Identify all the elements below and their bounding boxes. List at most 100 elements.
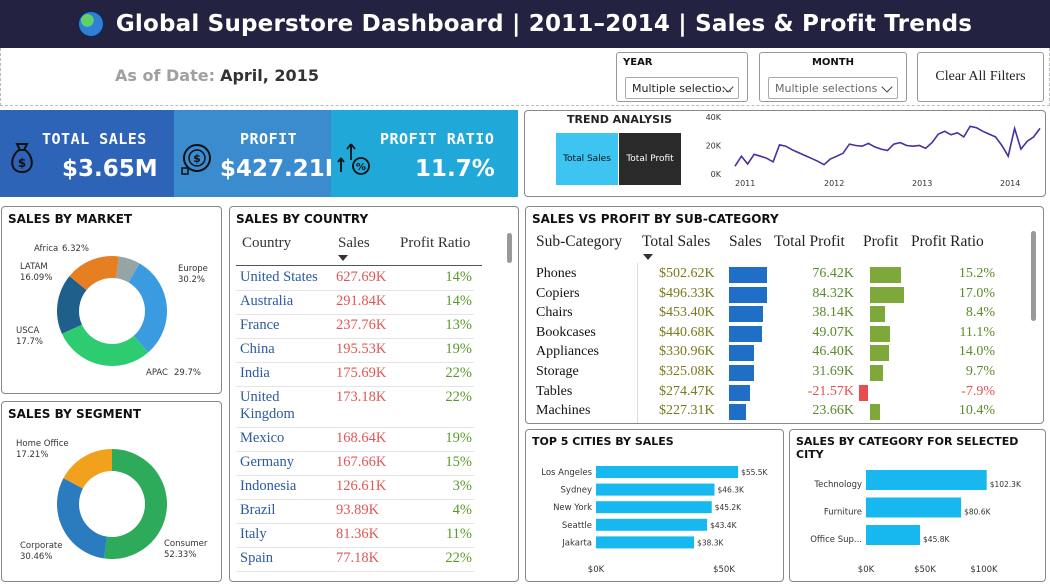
sort-desc-icon (643, 254, 653, 260)
country-profit-ratio: 19% (445, 430, 472, 446)
country-name: United Kingdom (240, 389, 295, 422)
bar-value-label: $43.4K (710, 521, 737, 530)
month-slicer-title: MONTH (811, 57, 854, 68)
subcat-sales: $330.96K (659, 344, 715, 360)
svg-text:%: % (356, 162, 366, 173)
bar-category-label: Los Angeles (541, 468, 592, 478)
donut-slice-latam (69, 256, 119, 291)
table-row[interactable]: Bookcases $440.68K 49.07K 11.1% (532, 324, 997, 344)
table-row[interactable]: Storage $325.08K 31.69K 9.7% (532, 363, 997, 383)
table-row[interactable]: Indonesia 126.61K 3% (236, 476, 474, 500)
country-name: France (240, 317, 280, 333)
subcat-profit-ratio: 10.4% (958, 403, 995, 419)
table-row[interactable]: Tables $274.47K -21.57K -7.9% (532, 383, 997, 403)
x-tick-label: $100K (970, 565, 998, 575)
year-dropdown-value: Multiple selectio... (632, 82, 732, 95)
total-profit-col-header[interactable]: Total Profit (774, 233, 845, 250)
table-row[interactable]: Germany 167.66K 15% (236, 452, 474, 476)
subcat-sales: $453.40K (659, 305, 715, 321)
bar-value-label: $55.5K (741, 468, 768, 477)
sales-bar (729, 384, 750, 401)
cities-title: TOP 5 CITIES BY SALES (532, 435, 674, 448)
subcat-profit-ratio: -7.9% (961, 383, 995, 399)
trend-line-chart: 40K 20K 0K 2011 2012 2013 2014 (706, 113, 1041, 188)
sales-col-header[interactable]: Sales (338, 235, 370, 251)
subcat-profit: 84.32K (812, 285, 854, 301)
category-panel: SALES BY CATEGORY FOR SELECTED CITY Tech… (789, 429, 1046, 582)
slice-label: Africa (34, 244, 58, 254)
x-tick-label: $0K (858, 565, 875, 575)
table-row[interactable]: Machines $227.31K 23.66K 10.4% (532, 402, 997, 422)
table-row[interactable]: China 195.53K 19% (236, 339, 474, 363)
subcat-col-header[interactable]: Sub-Category (536, 233, 623, 250)
sales-bar-col-header[interactable]: Sales (729, 233, 762, 250)
table-row[interactable]: United States 627.69K 14% (236, 267, 474, 291)
slice-percent: 17.21% (16, 450, 48, 460)
table-scrollbar[interactable] (507, 233, 512, 263)
sales-trend-line (734, 125, 1041, 167)
table-row[interactable]: United Kingdom 173.18K 22% (236, 387, 474, 428)
slice-percent: 17.7% (16, 337, 43, 347)
slice-percent: 52.33% (164, 550, 196, 560)
bar-value-label: $45.8K (923, 535, 950, 544)
country-sales: 93.89K (336, 502, 380, 518)
country-name: United States (240, 269, 318, 285)
money-bag-icon: $ (11, 143, 33, 174)
bar (596, 483, 715, 496)
header-divider (236, 265, 482, 266)
trend-analysis-panel: TREND ANALYSIS Total Sales Total Profit … (524, 110, 1046, 197)
country-profit-ratio: 4% (452, 502, 472, 518)
clear-filters-button[interactable]: Clear All Filters (917, 52, 1044, 102)
slice-percent: 30.46% (20, 552, 52, 562)
sales-bar (729, 404, 747, 421)
subcat-profit-ratio: 11.1% (959, 324, 995, 340)
table-row[interactable]: Brazil 93.89K 4% (236, 500, 474, 524)
total-profit-toggle[interactable]: Total Profit (619, 133, 681, 185)
total-sales-toggle[interactable]: Total Sales (556, 133, 618, 185)
slice-label: Consumer (164, 539, 208, 549)
profit-bar (870, 267, 901, 283)
profit-ratio-col-header[interactable]: Profit Ratio (911, 233, 984, 250)
table-row[interactable]: France 237.76K 13% (236, 315, 474, 339)
bar-category-label: New York (553, 503, 592, 513)
dashboard-header: Global Superstore Dashboard | 2011–2014 … (0, 0, 1050, 48)
sales-by-country-panel: SALES BY COUNTRY Country Sales Profit Ra… (229, 206, 519, 582)
sales-bar (729, 345, 754, 362)
country-profit-ratio: 22% (445, 365, 472, 381)
bar-category-label: Sydney (561, 486, 592, 496)
sales-bar (729, 267, 767, 283)
bar-value-label: $38.3K (697, 538, 724, 547)
country-name: Australia (240, 293, 294, 309)
table-scrollbar[interactable] (1031, 231, 1036, 321)
total-sales-col-header[interactable]: Total Sales (642, 233, 711, 250)
table-row[interactable]: Mexico 168.64K 19% (236, 428, 474, 452)
table-row[interactable]: Italy 81.36K 11% (236, 524, 474, 548)
subcat-profit: 31.69K (812, 364, 854, 379)
country-profit-ratio: 22% (445, 389, 472, 405)
bar-category-label: Office Sup... (810, 535, 862, 545)
country-profit-ratio: 3% (452, 478, 472, 494)
growth-percent-icon: % (337, 143, 370, 175)
table-row[interactable]: Australia 291.84K 14% (236, 291, 474, 315)
table-row[interactable]: Phones $502.62K 76.42K 15.2% (532, 265, 997, 285)
country-sales: 168.64K (336, 430, 387, 446)
table-row[interactable]: Chairs $453.40K 38.14K 8.4% (532, 304, 997, 324)
slice-percent: 30.2% (178, 275, 205, 285)
table-row[interactable]: Appliances $330.96K 46.40K 14.0% (532, 343, 997, 363)
year-dropdown[interactable]: Multiple selectio... (625, 77, 739, 99)
bar (596, 518, 708, 531)
month-dropdown[interactable]: Multiple selections (768, 77, 898, 99)
country-sales: 167.66K (336, 454, 387, 470)
country-col-header[interactable]: Country (242, 235, 292, 251)
chevron-down-icon (881, 81, 893, 93)
x-tick-label: $50K (713, 565, 735, 575)
ratio-col-header[interactable]: Profit Ratio (400, 235, 471, 251)
table-row[interactable]: Copiers $496.33K 84.32K 17.0% (532, 285, 997, 305)
profit-bar-col-header[interactable]: Profit (863, 233, 899, 250)
table-row[interactable]: India 175.69K 22% (236, 363, 474, 387)
market-title: SALES BY MARKET (8, 212, 133, 226)
country-name: China (240, 341, 275, 357)
slice-label: APAC (146, 368, 168, 378)
table-row[interactable]: Spain 77.18K 22% (236, 548, 474, 572)
